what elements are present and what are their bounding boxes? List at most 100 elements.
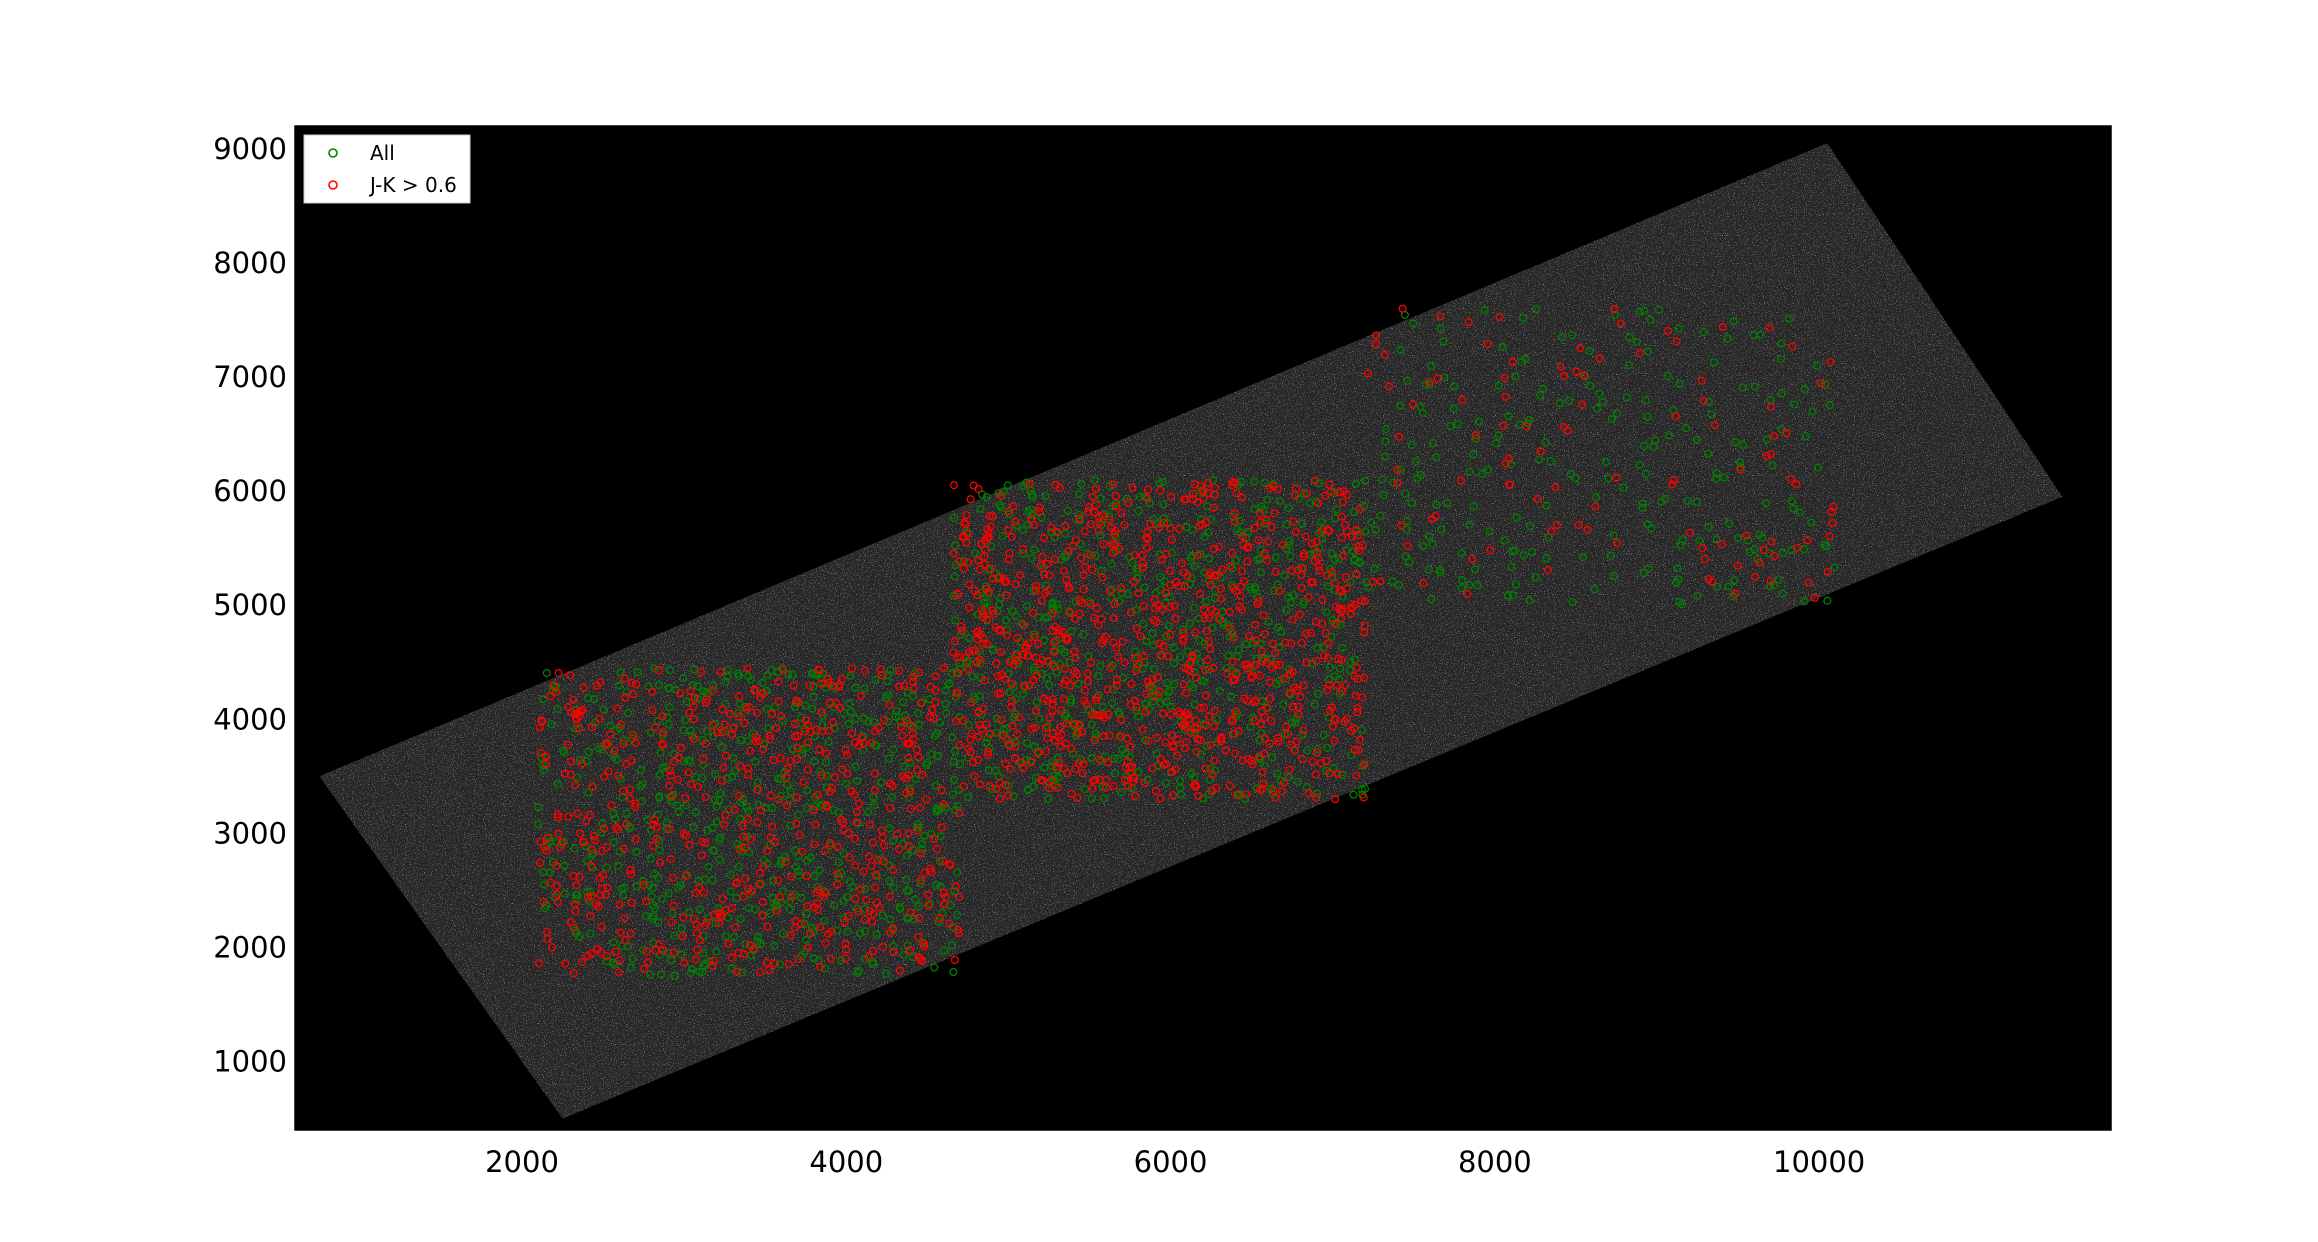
marker-all [534,803,543,812]
marker-all [648,914,657,923]
marker-j-k-0-6 [1201,764,1210,773]
marker-all [936,832,945,841]
marker-all [1232,525,1241,534]
marker-j-k-0-6 [536,837,545,846]
marker-j-k-0-6 [968,646,977,655]
marker-j-k-0-6 [909,684,918,693]
marker-j-k-0-6 [914,668,923,677]
marker-j-k-0-6 [611,947,620,956]
marker-all [1115,710,1124,719]
marker-all [1823,596,1832,605]
marker-all [1403,517,1412,526]
marker-j-k-0-6 [861,915,870,924]
marker-j-k-0-6 [1118,637,1127,646]
marker-j-k-0-6 [1310,557,1319,566]
marker-j-k-0-6 [959,564,968,573]
marker-j-k-0-6 [1248,760,1257,769]
marker-all [950,572,959,581]
marker-all [1542,554,1551,563]
marker-all [1812,361,1822,370]
marker-j-k-0-6 [1803,536,1812,545]
marker-j-k-0-6 [994,573,1003,583]
marker-j-k-0-6 [1156,486,1165,495]
marker-all [1774,575,1783,584]
marker-j-k-0-6 [1612,473,1621,482]
marker-j-k-0-6 [1154,601,1163,610]
marker-all [1403,376,1412,385]
marker-j-k-0-6 [1285,765,1294,774]
marker-all [914,709,923,718]
marker-j-k-0-6 [1685,528,1695,537]
marker-j-k-0-6 [906,804,916,813]
marker-j-k-0-6 [1056,723,1065,732]
marker-j-k-0-6 [1238,532,1247,541]
marker-j-k-0-6 [1816,379,1826,388]
marker-j-k-0-6 [1215,615,1224,624]
marker-all [1734,533,1743,542]
marker-j-k-0-6 [746,746,755,755]
marker-j-k-0-6 [654,666,663,675]
marker-j-k-0-6 [1099,731,1108,741]
marker-j-k-0-6 [1237,493,1246,502]
marker-all [670,931,679,940]
marker-all [1796,508,1805,517]
marker-j-k-0-6 [621,693,630,702]
marker-all [1591,493,1600,502]
marker-all [1074,720,1083,729]
axes: 2000 4000 6000 8000 100001000200030004000500… [213,132,1865,1179]
marker-all [682,801,691,810]
marker-j-k-0-6 [1007,532,1016,541]
marker-all [1635,460,1644,469]
marker-j-k-0-6 [1298,754,1307,764]
marker-all [1465,520,1474,529]
marker-all [982,493,991,502]
marker-all [1167,548,1176,557]
marker-j-k-0-6 [1369,577,1378,586]
marker-j-k-0-6 [1294,702,1303,711]
marker-all [899,762,909,771]
marker-all [917,840,927,849]
marker-j-k-0-6 [974,707,983,716]
marker-all [721,932,730,941]
marker-all [1313,745,1322,754]
marker-j-k-0-6 [1182,688,1191,697]
marker-j-k-0-6 [1302,489,1311,498]
marker-j-k-0-6 [939,900,949,909]
marker-all [1200,532,1209,541]
marker-all [1118,745,1127,754]
marker-all [1240,794,1249,803]
marker-all [1730,576,1739,585]
marker-all [1336,664,1345,673]
marker-all [654,918,663,927]
marker-all [1012,521,1021,530]
marker-j-k-0-6 [692,920,701,929]
marker-all [1787,497,1796,506]
marker-all [1607,415,1616,424]
marker-j-k-0-6 [693,945,702,954]
marker-all [869,718,879,727]
marker-j-k-0-6 [1786,474,1795,484]
marker-j-k-0-6 [1766,402,1776,411]
marker-j-k-0-6 [1204,637,1213,646]
marker-j-k-0-6 [1049,647,1058,656]
marker-j-k-0-6 [658,739,667,748]
marker-all [802,786,812,795]
marker-all [1644,564,1653,573]
marker-j-k-0-6 [1191,628,1200,637]
marker-j-k-0-6 [1338,497,1347,507]
marker-all [964,634,974,643]
marker-all [1357,726,1366,735]
marker-all [860,904,869,914]
marker-all [734,671,744,680]
marker-all [810,871,819,880]
marker-all [560,861,569,870]
marker-j-k-0-6 [1231,749,1240,758]
marker-j-k-0-6 [1700,554,1710,563]
marker-j-k-0-6 [916,699,925,708]
marker-j-k-0-6 [689,702,698,711]
marker-j-k-0-6 [1297,583,1306,592]
marker-all [786,787,795,796]
marker-j-k-0-6 [702,698,711,707]
marker-all [941,699,950,708]
marker-j-k-0-6 [801,716,810,725]
